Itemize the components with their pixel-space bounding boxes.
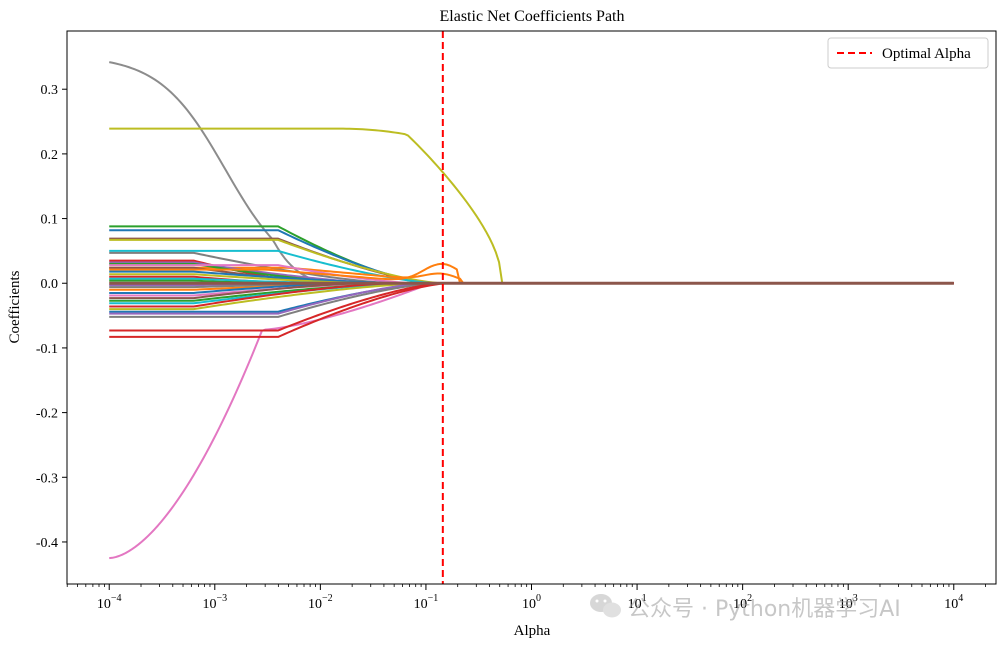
x-axis: 10−4 10−3 10−2 10−1 100 101 102 103 104 <box>66 584 986 612</box>
x-tick-label-5: 101 <box>628 593 647 612</box>
wechat-icon <box>590 594 621 618</box>
x-tick-label-6: 102 <box>733 593 752 612</box>
x-tick-label-7: 103 <box>839 593 858 612</box>
y-tick-label-2: 0.1 <box>41 213 59 228</box>
x-tick-label-1: 10−3 <box>202 593 227 612</box>
legend: Optimal Alpha <box>827 37 989 69</box>
chart-title: Elastic Net Coefficients Path <box>440 8 625 25</box>
x-tick-label-0: 10−4 <box>97 593 122 612</box>
y-tick-label-0: 0.3 <box>41 83 59 98</box>
y-tick-label-5: -0.2 <box>36 407 58 422</box>
x-tick-label-4: 100 <box>522 593 541 612</box>
plot-area <box>66 30 997 585</box>
watermark-text: 公众号 · Python机器学习AI <box>628 597 901 622</box>
x-tick-label-3: 10−1 <box>414 593 439 612</box>
series-lines <box>109 61 954 560</box>
legend-label-optimal-alpha: Optimal Alpha <box>882 46 971 62</box>
y-tick-label-7: -0.4 <box>36 536 58 551</box>
y-tick-label-6: -0.3 <box>36 471 58 486</box>
x-tick-label-2: 10−2 <box>308 593 333 612</box>
y-axis-label: Coefficients <box>7 270 23 343</box>
watermark: 公众号 · Python机器学习AI <box>590 594 901 622</box>
y-axis: 0.3 0.2 0.1 0.0 -0.1 -0.2 -0.3 -0.4 <box>36 83 67 551</box>
y-tick-label-1: 0.2 <box>41 148 59 163</box>
series-line-coef-olive <box>109 127 954 285</box>
legend-box <box>827 37 989 69</box>
y-tick-label-4: -0.1 <box>36 342 58 357</box>
series-line-coef-pink <box>109 282 954 560</box>
x-axis-label: Alpha <box>514 623 551 639</box>
y-tick-label-3: 0.0 <box>41 277 59 292</box>
x-tick-label-8: 104 <box>944 593 963 612</box>
